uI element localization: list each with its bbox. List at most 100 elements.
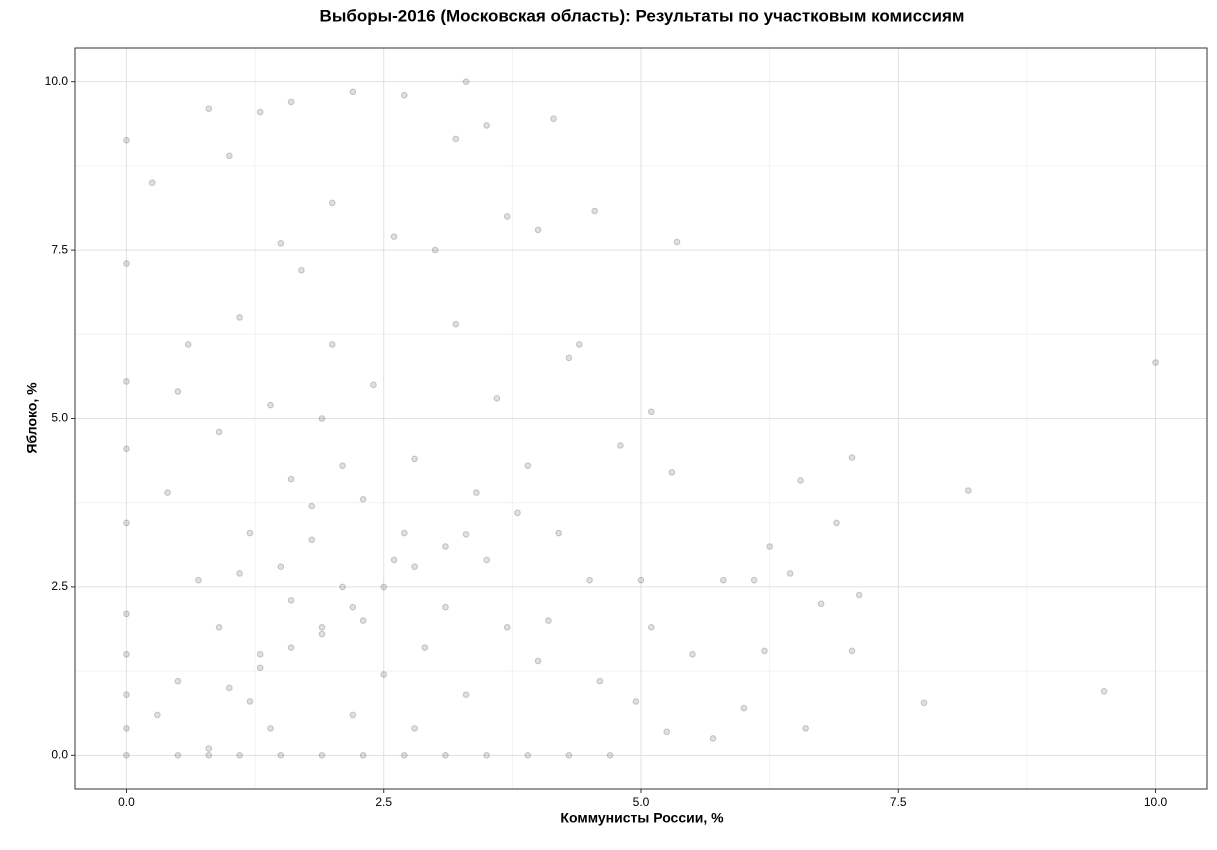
point bbox=[287, 475, 295, 483]
point bbox=[442, 543, 449, 550]
point bbox=[647, 408, 655, 416]
point bbox=[442, 603, 449, 611]
point bbox=[766, 543, 773, 550]
point bbox=[720, 576, 727, 584]
point bbox=[308, 502, 315, 510]
point bbox=[226, 684, 233, 692]
point bbox=[349, 88, 357, 96]
point bbox=[184, 341, 192, 348]
point bbox=[236, 314, 243, 321]
point bbox=[786, 570, 794, 577]
point bbox=[483, 556, 490, 564]
point bbox=[277, 752, 285, 759]
point bbox=[833, 519, 840, 527]
point bbox=[797, 477, 804, 484]
point bbox=[215, 624, 223, 631]
point bbox=[534, 657, 542, 665]
point bbox=[298, 267, 305, 274]
point bbox=[359, 496, 367, 503]
point bbox=[575, 341, 583, 348]
point bbox=[123, 752, 130, 759]
y-tick-label: 0.0 bbox=[51, 747, 68, 761]
point bbox=[174, 752, 182, 759]
point bbox=[673, 238, 681, 246]
point bbox=[462, 531, 470, 538]
point bbox=[647, 624, 655, 631]
point bbox=[328, 341, 336, 348]
point bbox=[503, 624, 511, 631]
point bbox=[462, 691, 470, 698]
point bbox=[318, 415, 326, 422]
point bbox=[632, 698, 640, 705]
point bbox=[349, 603, 357, 611]
point bbox=[318, 630, 326, 638]
point bbox=[401, 91, 408, 99]
point bbox=[174, 677, 182, 685]
point bbox=[164, 489, 171, 496]
point bbox=[287, 98, 295, 106]
point bbox=[668, 469, 676, 476]
point bbox=[123, 519, 130, 527]
chart-title: Выборы-2016 (Московская область): Резуль… bbox=[320, 6, 965, 25]
point bbox=[545, 617, 552, 624]
point bbox=[1152, 359, 1159, 366]
point bbox=[534, 226, 542, 234]
point bbox=[287, 644, 295, 651]
y-tick-label: 7.5 bbox=[51, 242, 68, 256]
point bbox=[473, 489, 480, 496]
point bbox=[401, 529, 408, 537]
point bbox=[256, 650, 264, 658]
point bbox=[411, 455, 418, 463]
point bbox=[277, 240, 285, 247]
point bbox=[380, 671, 388, 678]
point bbox=[277, 563, 285, 571]
point bbox=[123, 725, 130, 732]
point bbox=[740, 704, 748, 712]
point bbox=[123, 445, 130, 453]
point bbox=[503, 213, 511, 220]
point bbox=[380, 583, 388, 591]
point bbox=[123, 691, 130, 698]
point bbox=[452, 320, 460, 328]
point bbox=[328, 199, 336, 207]
point bbox=[452, 135, 460, 143]
point bbox=[246, 698, 254, 705]
point bbox=[339, 462, 346, 469]
point bbox=[606, 752, 614, 759]
point bbox=[154, 711, 161, 719]
point bbox=[920, 699, 928, 707]
point bbox=[493, 394, 501, 402]
point bbox=[817, 600, 825, 608]
point bbox=[483, 752, 490, 759]
point bbox=[411, 563, 418, 571]
point bbox=[855, 591, 863, 599]
x-tick-label: 0.0 bbox=[118, 795, 135, 809]
point bbox=[359, 617, 367, 624]
y-axis-title: Яблоко, % bbox=[24, 382, 40, 454]
point bbox=[236, 752, 243, 759]
point bbox=[637, 576, 645, 584]
point bbox=[431, 246, 439, 254]
point bbox=[205, 745, 213, 752]
point bbox=[195, 576, 202, 584]
point bbox=[761, 647, 768, 655]
x-tick-label: 5.0 bbox=[633, 795, 650, 809]
x-axis-title: Коммунисты России, % bbox=[560, 810, 724, 826]
y-tick-label: 5.0 bbox=[51, 411, 68, 425]
point bbox=[236, 570, 243, 577]
y-tick-label: 2.5 bbox=[51, 579, 68, 593]
point bbox=[205, 752, 213, 759]
point bbox=[123, 136, 130, 144]
point bbox=[550, 115, 557, 123]
point bbox=[359, 752, 367, 759]
point bbox=[596, 677, 604, 685]
point bbox=[390, 233, 398, 240]
point bbox=[617, 442, 624, 449]
point bbox=[709, 735, 717, 742]
point bbox=[318, 624, 326, 631]
point bbox=[964, 487, 972, 494]
point bbox=[308, 536, 315, 544]
x-tick-label: 7.5 bbox=[890, 795, 907, 809]
point bbox=[1100, 688, 1108, 695]
